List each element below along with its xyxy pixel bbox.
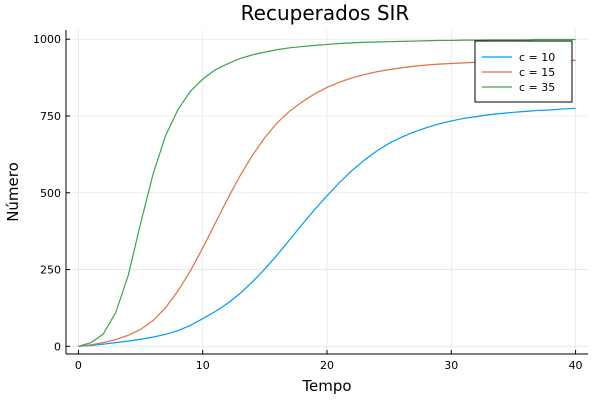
chart-title: Recuperados SIR (241, 1, 410, 25)
legend-label: c = 15 (519, 66, 555, 79)
y-ticks: 0 250 500 750 1000 (33, 33, 70, 353)
x-tick-label: 40 (569, 359, 583, 372)
y-tick-label: 1000 (33, 33, 61, 46)
legend-items: c = 10 c = 15 c = 35 (482, 51, 555, 94)
y-tick-label: 0 (54, 340, 61, 353)
x-ticks: 0 10 20 30 40 (75, 350, 583, 372)
series-line-1 (78, 107, 576, 347)
y-tick-label: 500 (40, 187, 61, 200)
legend-label: c = 35 (519, 81, 555, 94)
y-tick-label: 250 (40, 264, 61, 277)
x-tick-label: 10 (196, 359, 210, 372)
y-tick-label: 750 (40, 110, 61, 123)
x-tick-label: 30 (444, 359, 458, 372)
legend-label: c = 10 (519, 51, 555, 64)
y-gridlines (66, 38, 588, 347)
x-gridlines (78, 30, 576, 354)
legend: c = 10 c = 15 c = 35 (474, 40, 573, 103)
y-axis-label: Número (4, 162, 22, 222)
x-tick-label: 20 (320, 359, 334, 372)
series-line-3 (78, 38, 576, 347)
x-tick-label: 0 (75, 359, 82, 372)
x-axis-label: Tempo (301, 377, 351, 395)
